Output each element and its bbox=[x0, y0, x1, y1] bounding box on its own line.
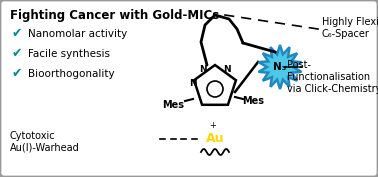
Text: N: N bbox=[199, 65, 207, 75]
Text: ✔: ✔ bbox=[12, 27, 23, 41]
Text: Mes: Mes bbox=[242, 96, 264, 106]
Circle shape bbox=[207, 81, 223, 97]
Text: N: N bbox=[189, 79, 197, 87]
Text: Bioorthogonality: Bioorthogonality bbox=[28, 69, 115, 79]
Text: Highly Flexible: Highly Flexible bbox=[322, 17, 378, 27]
Polygon shape bbox=[259, 45, 301, 89]
Polygon shape bbox=[194, 65, 236, 105]
Text: N₃: N₃ bbox=[273, 62, 287, 72]
Text: Au: Au bbox=[206, 133, 224, 145]
Text: Functionalisation: Functionalisation bbox=[287, 72, 370, 82]
Text: Cytotoxic
Au(I)-Warhead: Cytotoxic Au(I)-Warhead bbox=[10, 131, 80, 153]
Text: Mes: Mes bbox=[162, 100, 184, 110]
Text: ✔: ✔ bbox=[12, 67, 23, 81]
Text: Facile synthesis: Facile synthesis bbox=[28, 49, 110, 59]
Text: Fighting Cancer with Gold-MICs: Fighting Cancer with Gold-MICs bbox=[10, 9, 219, 22]
Text: Post-: Post- bbox=[287, 60, 311, 70]
Text: via Click-Chemistry: via Click-Chemistry bbox=[287, 84, 378, 94]
Text: C₆-Spacer: C₆-Spacer bbox=[322, 29, 370, 39]
Text: Nanomolar activity: Nanomolar activity bbox=[28, 29, 127, 39]
Text: +: + bbox=[209, 121, 217, 130]
Text: N: N bbox=[223, 65, 231, 75]
Text: ✔: ✔ bbox=[12, 47, 23, 61]
